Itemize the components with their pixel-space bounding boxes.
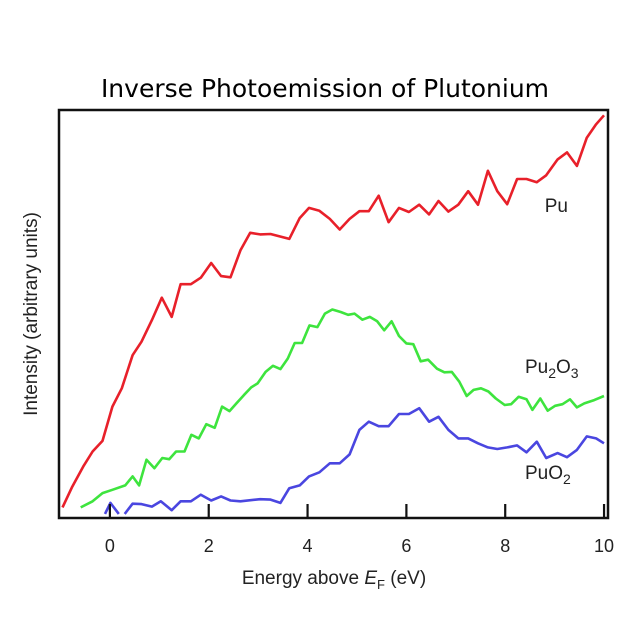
series-line-pu	[61, 114, 605, 508]
series-label-puo2: PuO2	[525, 463, 571, 487]
series-lines	[61, 114, 605, 515]
x-tick-label: 10	[594, 536, 614, 556]
series-line-puo2	[103, 406, 605, 515]
series-label-pu: Pu	[545, 196, 568, 217]
label-part: O	[556, 357, 571, 378]
plot-frame	[57, 108, 610, 520]
series-line-pu2o3	[80, 308, 605, 509]
subscript: 2	[563, 471, 571, 487]
x-axis-label-prefix: Energy above	[242, 568, 365, 589]
x-ticks: 0 2 4 6 8 10	[105, 504, 614, 556]
series-label-pu2o3: Pu2O3	[525, 357, 579, 381]
label-part: Pu	[545, 196, 568, 217]
subscript: 2	[548, 365, 556, 381]
x-axis-label: Energy above EF (eV)	[242, 568, 426, 592]
subscript: 3	[571, 365, 579, 381]
x-tick-label: 0	[105, 536, 115, 556]
x-axis-label-symbol: E	[364, 568, 377, 589]
label-part: Pu	[525, 463, 548, 484]
x-axis-label-suffix: (eV)	[385, 568, 426, 589]
chart-title: Inverse Photoemission of Plutonium	[101, 74, 549, 103]
x-tick-label: 6	[401, 536, 411, 556]
label-part: Pu	[525, 357, 548, 378]
y-axis-label: Intensity (arbitrary units)	[21, 212, 42, 416]
x-tick-label: 2	[204, 536, 214, 556]
x-axis-label-sub: F	[377, 577, 385, 592]
x-tick-label: 8	[500, 536, 510, 556]
x-tick-label: 4	[303, 536, 313, 556]
label-part: O	[548, 463, 563, 484]
